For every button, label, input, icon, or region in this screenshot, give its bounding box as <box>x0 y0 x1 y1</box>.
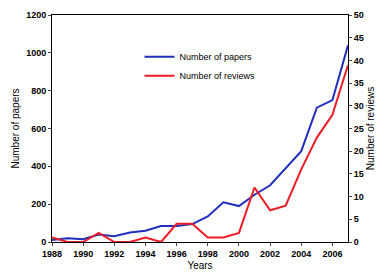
svg-text:400: 400 <box>31 161 46 171</box>
svg-text:1990: 1990 <box>73 249 93 259</box>
svg-text:30: 30 <box>354 101 364 111</box>
svg-text:5: 5 <box>354 214 359 224</box>
svg-text:20: 20 <box>354 146 364 156</box>
svg-text:1996: 1996 <box>167 249 187 259</box>
svg-text:2000: 2000 <box>229 249 249 259</box>
svg-text:10: 10 <box>354 192 364 202</box>
svg-text:1992: 1992 <box>104 249 124 259</box>
svg-text:35: 35 <box>354 78 364 88</box>
svg-text:1994: 1994 <box>135 249 155 259</box>
svg-text:800: 800 <box>31 86 46 96</box>
svg-text:600: 600 <box>31 124 46 134</box>
svg-text:1000: 1000 <box>26 48 46 58</box>
svg-text:2006: 2006 <box>322 249 342 259</box>
svg-text:Number of papers: Number of papers <box>180 52 253 62</box>
svg-text:0: 0 <box>354 237 359 247</box>
svg-text:Number of reviews: Number of reviews <box>365 87 376 170</box>
svg-text:15: 15 <box>354 169 364 179</box>
svg-text:0: 0 <box>41 237 46 247</box>
svg-text:200: 200 <box>31 199 46 209</box>
svg-text:45: 45 <box>354 33 364 43</box>
svg-text:1988: 1988 <box>42 249 62 259</box>
svg-text:25: 25 <box>354 124 364 134</box>
svg-text:Years: Years <box>187 260 212 271</box>
svg-text:Number of papers: Number of papers <box>10 88 21 168</box>
svg-text:Number of reviews: Number of reviews <box>180 71 256 81</box>
svg-text:1200: 1200 <box>26 10 46 20</box>
svg-text:2002: 2002 <box>260 249 280 259</box>
svg-text:1998: 1998 <box>198 249 218 259</box>
svg-text:50: 50 <box>354 10 364 20</box>
svg-text:2004: 2004 <box>291 249 311 259</box>
svg-text:40: 40 <box>354 56 364 66</box>
